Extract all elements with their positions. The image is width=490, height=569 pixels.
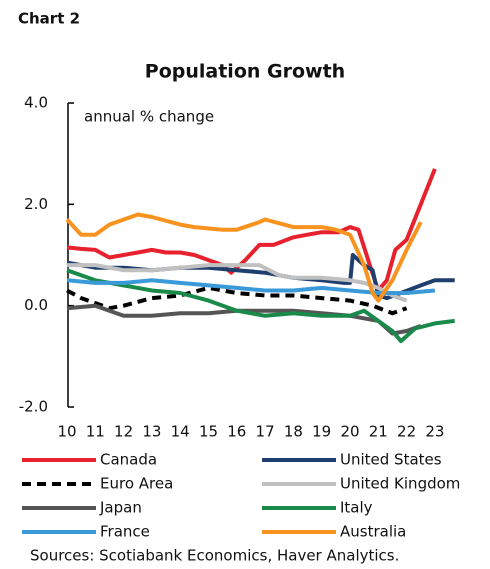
x-tick-label: 21 <box>369 423 388 441</box>
legend-label: Canada <box>100 451 157 469</box>
x-tick-label: 13 <box>142 423 161 441</box>
legend-label: Australia <box>340 523 406 541</box>
x-tick-label: 20 <box>340 423 359 441</box>
x-tick-label: 12 <box>114 423 133 441</box>
x-tick-label: 11 <box>86 423 105 441</box>
series-line <box>66 285 408 316</box>
series-line <box>66 268 455 344</box>
x-tick-label: 18 <box>284 423 303 441</box>
series-line <box>66 168 437 293</box>
chart-title: Population Growth <box>145 61 345 83</box>
y-tick-label: -2.0 <box>19 398 48 416</box>
annotation: annual % change <box>84 108 214 126</box>
y-tick-label: 2.0 <box>24 195 48 213</box>
x-tick-label: 22 <box>397 423 416 441</box>
legend-label: United States <box>340 451 442 469</box>
source: Sources: Scotiabank Economics, Haver Ana… <box>30 547 399 565</box>
x-tick-label: 10 <box>57 423 76 441</box>
chart-label: Chart 2 <box>18 10 80 28</box>
series-line <box>66 303 422 336</box>
y-tick-label: 4.0 <box>24 94 48 112</box>
legend-label: France <box>100 523 150 541</box>
legend-label: Italy <box>340 499 373 517</box>
x-tick-label: 15 <box>199 423 218 441</box>
series-line <box>65 212 423 303</box>
x-tick-label: 14 <box>171 423 190 441</box>
legend-label: United Kingdom <box>340 475 460 493</box>
y-tick-label: 0.0 <box>24 296 48 314</box>
x-tick-label: 19 <box>312 423 331 441</box>
legend-label: Japan <box>99 499 142 517</box>
x-tick-label: 16 <box>227 423 246 441</box>
x-tick-label: 23 <box>425 423 444 441</box>
x-tick-label: 17 <box>256 423 275 441</box>
legend-label: Euro Area <box>100 475 173 493</box>
